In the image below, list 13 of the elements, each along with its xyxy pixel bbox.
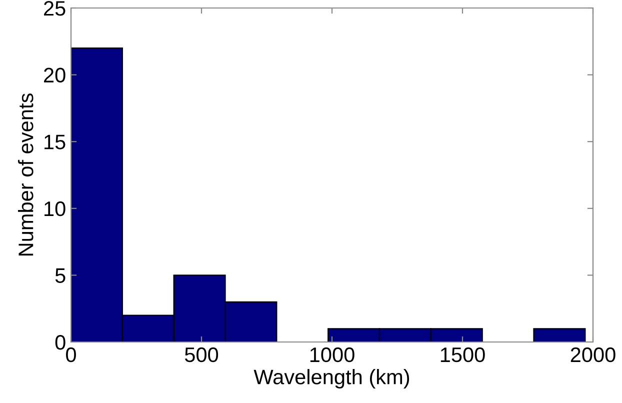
x-tick-label: 1000 (310, 347, 354, 362)
x-tick-label: 0 (66, 347, 76, 362)
y-tick-label: 5 (55, 268, 66, 283)
x-axis-title: Wavelength (km) (254, 369, 410, 388)
x-tick-label: 1500 (440, 347, 485, 362)
y-tick-label: 0 (55, 335, 66, 350)
y-tick-label: 25 (44, 1, 66, 16)
y-tick-label: 15 (44, 134, 66, 150)
y-axis-title: Number of events (18, 94, 34, 256)
x-tick-label: 500 (184, 347, 218, 362)
y-tick-label: 20 (44, 68, 66, 83)
x-tick-label: 2000 (570, 347, 616, 362)
y-tick-label: 10 (44, 201, 66, 216)
